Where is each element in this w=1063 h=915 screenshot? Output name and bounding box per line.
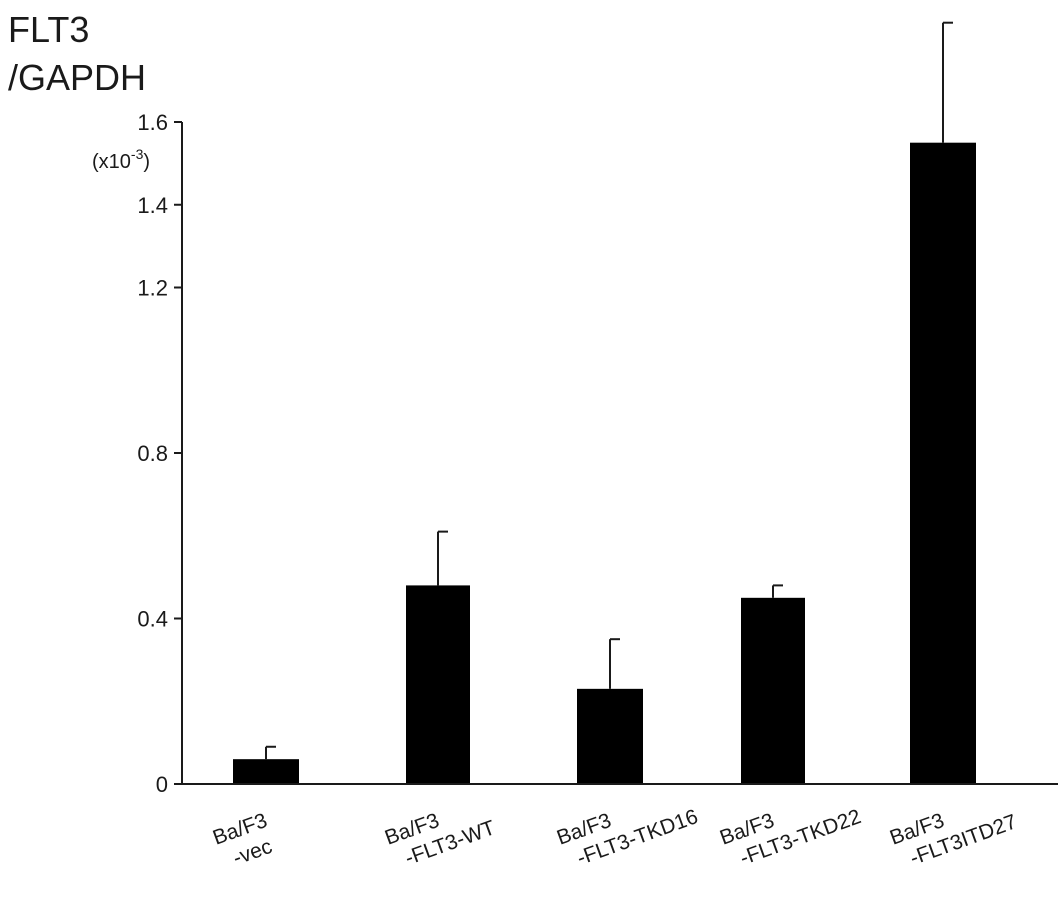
unit-prefix: (x10 (92, 151, 131, 173)
unit-exponent: -3 (131, 146, 144, 162)
x-category-label: Ba/F3-FLT3-TKD22 (717, 781, 864, 875)
x-category-label: Ba/F3-FLT3ITD27 (887, 786, 1020, 874)
bars (233, 142, 976, 784)
y-axis-ticks: 0 0.4 0.8 1.2 1.4 1.6 (137, 110, 182, 797)
y-tick-label: 1.6 (137, 110, 168, 135)
error-bars (265, 21, 953, 760)
y-axis-title-line-1: FLT3 (8, 9, 89, 50)
y-axis-title-line-2: /GAPDH (8, 57, 146, 98)
x-category-label: Ba/F3-vec (210, 809, 279, 874)
bar (577, 688, 643, 784)
y-tick-label: 0 (156, 772, 168, 797)
bar (233, 759, 299, 784)
y-tick-label: 0.4 (137, 607, 168, 632)
unit-suffix: ) (143, 151, 150, 173)
y-axis-unit-note: (x10-3) (92, 146, 150, 173)
x-category-label: Ba/F3-FLT3-TKD16 (554, 781, 701, 875)
y-tick-label: 0.8 (137, 441, 168, 466)
x-category-label: Ba/F3-FLT3-WT (382, 792, 499, 874)
bar (741, 597, 805, 784)
bar (910, 142, 976, 784)
y-tick-label: 1.2 (137, 276, 168, 301)
bar (406, 585, 470, 784)
y-tick-label: 1.4 (137, 193, 168, 218)
